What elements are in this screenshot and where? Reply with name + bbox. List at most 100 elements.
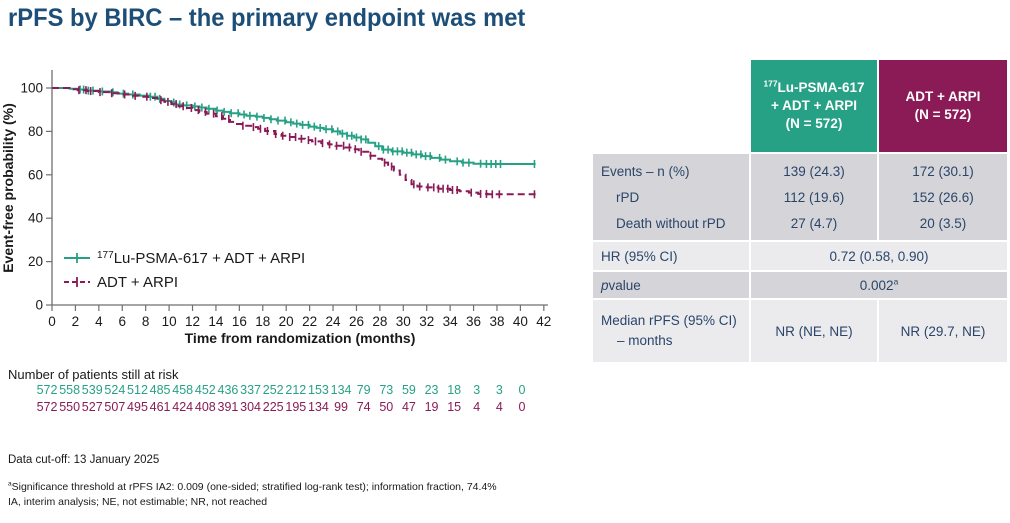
svg-text:50: 50 <box>379 400 393 414</box>
at-risk-label: Number of patients still at risk <box>8 367 179 382</box>
km-curve-arm1 <box>52 87 536 165</box>
svg-text:73: 73 <box>379 383 393 397</box>
svg-text:15: 15 <box>447 400 461 414</box>
table-header-arm2: ADT + ARPI (N = 572) <box>879 60 1007 152</box>
svg-text:20: 20 <box>279 314 294 329</box>
events-arm1-values: 139 (24.3) 112 (19.6) 27 (4.7) <box>751 154 877 240</box>
at-risk-row-arm1: 572 558 539 524 512 485 458 452 436 337 252 212 153 1… <box>37 383 526 397</box>
svg-text:42: 42 <box>536 314 551 329</box>
svg-text:18: 18 <box>255 314 270 329</box>
svg-text:36: 36 <box>466 314 481 329</box>
svg-text:100: 100 <box>20 81 43 96</box>
svg-text:3: 3 <box>496 383 503 397</box>
median-label-line2: – months <box>617 333 673 348</box>
results-table: 177Lu-PSMA-617 + ADT + ARPI (N = 572) AD… <box>593 60 1007 362</box>
pvalue-label-p: p <box>601 277 609 293</box>
censor-marks-arm1 <box>79 85 536 168</box>
events-sub-death: Death without rPD <box>616 216 726 231</box>
events-label: Events – n (%) <box>601 164 690 179</box>
row-label-median: Median rPFS (95% CI) – months <box>593 300 749 362</box>
y-axis-title: Event-free probability (%) <box>0 103 16 273</box>
svg-text:539: 539 <box>82 383 103 397</box>
footnote-abbreviations: IA, interim analysis; NE, not estimable;… <box>8 496 268 508</box>
legend-label-arm1: 177Lu-PSMA-617 + ADT + ARPI <box>97 250 305 267</box>
svg-text:28: 28 <box>372 314 387 329</box>
table-header-arm2-label: ADT + ARPI (N = 572) <box>905 88 981 122</box>
hr-value: 0.72 (0.58, 0.90) <box>751 242 1007 270</box>
svg-text:59: 59 <box>402 383 416 397</box>
svg-text:550: 550 <box>59 400 80 414</box>
svg-text:0: 0 <box>35 298 43 313</box>
svg-text:195: 195 <box>285 400 306 414</box>
svg-text:527: 527 <box>82 400 103 414</box>
svg-text:10: 10 <box>162 314 177 329</box>
events-sub-rpd: rPD <box>616 190 640 205</box>
svg-text:4: 4 <box>473 400 480 414</box>
svg-text:18: 18 <box>447 383 461 397</box>
svg-text:495: 495 <box>127 400 148 414</box>
svg-text:2: 2 <box>72 314 80 329</box>
km-curve-arm2 <box>52 87 536 196</box>
svg-text:34: 34 <box>443 314 459 329</box>
legend-label-arm2: ADT + ARPI <box>97 274 178 291</box>
svg-text:461: 461 <box>150 400 171 414</box>
svg-text:40: 40 <box>513 314 528 329</box>
svg-text:4: 4 <box>496 400 503 414</box>
svg-text:0: 0 <box>48 314 56 329</box>
svg-text:24: 24 <box>326 314 342 329</box>
median-arm1-value: NR (NE, NE) <box>751 300 877 362</box>
table-header-arm1-label: Lu-PSMA-617 + ADT + ARPI (N = 572) <box>770 79 865 132</box>
svg-text:40: 40 <box>28 211 43 226</box>
median-label-line1: Median rPFS (95% CI) <box>601 313 737 328</box>
svg-text:23: 23 <box>425 383 439 397</box>
svg-text:153: 153 <box>308 383 329 397</box>
svg-text:572: 572 <box>37 383 58 397</box>
svg-text:507: 507 <box>104 400 125 414</box>
data-cutoff-note: Data cut-off: 13 January 2025 <box>8 454 160 466</box>
svg-text:99: 99 <box>334 400 348 414</box>
svg-text:26: 26 <box>349 314 364 329</box>
svg-text:0: 0 <box>519 383 526 397</box>
svg-text:452: 452 <box>195 383 216 397</box>
events-arm2-values: 172 (30.1) 152 (26.6) 20 (3.5) <box>879 154 1007 240</box>
svg-text:424: 424 <box>172 400 193 414</box>
svg-text:8: 8 <box>142 314 150 329</box>
svg-text:485: 485 <box>150 383 171 397</box>
svg-text:38: 38 <box>489 314 504 329</box>
x-axis-title: Time from randomization (months) <box>185 330 416 346</box>
svg-text:524: 524 <box>104 383 125 397</box>
median-arm2-value: NR (29.7, NE) <box>879 300 1007 362</box>
svg-text:3: 3 <box>473 383 480 397</box>
km-legend: 177Lu-PSMA-617 + ADT + ARPI ADT + ARPI <box>64 250 305 291</box>
pvalue-footnote-marker: a <box>893 276 899 286</box>
at-risk-row-arm2: 572 550 527 507 495 461 424 408 391 304 225 195 134 9… <box>37 400 526 414</box>
svg-text:32: 32 <box>419 314 434 329</box>
svg-text:337: 337 <box>240 383 261 397</box>
svg-text:16: 16 <box>232 314 247 329</box>
svg-text:408: 408 <box>195 400 216 414</box>
isotope-superscript: 177 <box>763 78 778 89</box>
svg-text:30: 30 <box>396 314 411 329</box>
svg-text:391: 391 <box>218 400 239 414</box>
pvalue-value: 0.002a <box>751 272 1007 298</box>
svg-text:458: 458 <box>172 383 193 397</box>
svg-text:134: 134 <box>308 400 329 414</box>
svg-text:14: 14 <box>208 314 224 329</box>
svg-text:212: 212 <box>285 383 306 397</box>
svg-text:6: 6 <box>119 314 127 329</box>
svg-text:60: 60 <box>28 167 43 182</box>
svg-text:304: 304 <box>240 400 261 414</box>
svg-text:134: 134 <box>331 383 352 397</box>
svg-text:74: 74 <box>357 400 371 414</box>
svg-text:47: 47 <box>402 400 416 414</box>
table-header-arm1: 177Lu-PSMA-617 + ADT + ARPI (N = 572) <box>751 60 877 152</box>
svg-text:0: 0 <box>519 400 526 414</box>
row-label-pvalue: p value <box>593 272 749 298</box>
svg-text:12: 12 <box>185 314 200 329</box>
svg-text:19: 19 <box>425 400 439 414</box>
svg-text:436: 436 <box>218 383 239 397</box>
footnote-significance: aSignificance threshold at rPFS IA2: 0.0… <box>8 480 497 493</box>
svg-text:225: 225 <box>263 400 284 414</box>
